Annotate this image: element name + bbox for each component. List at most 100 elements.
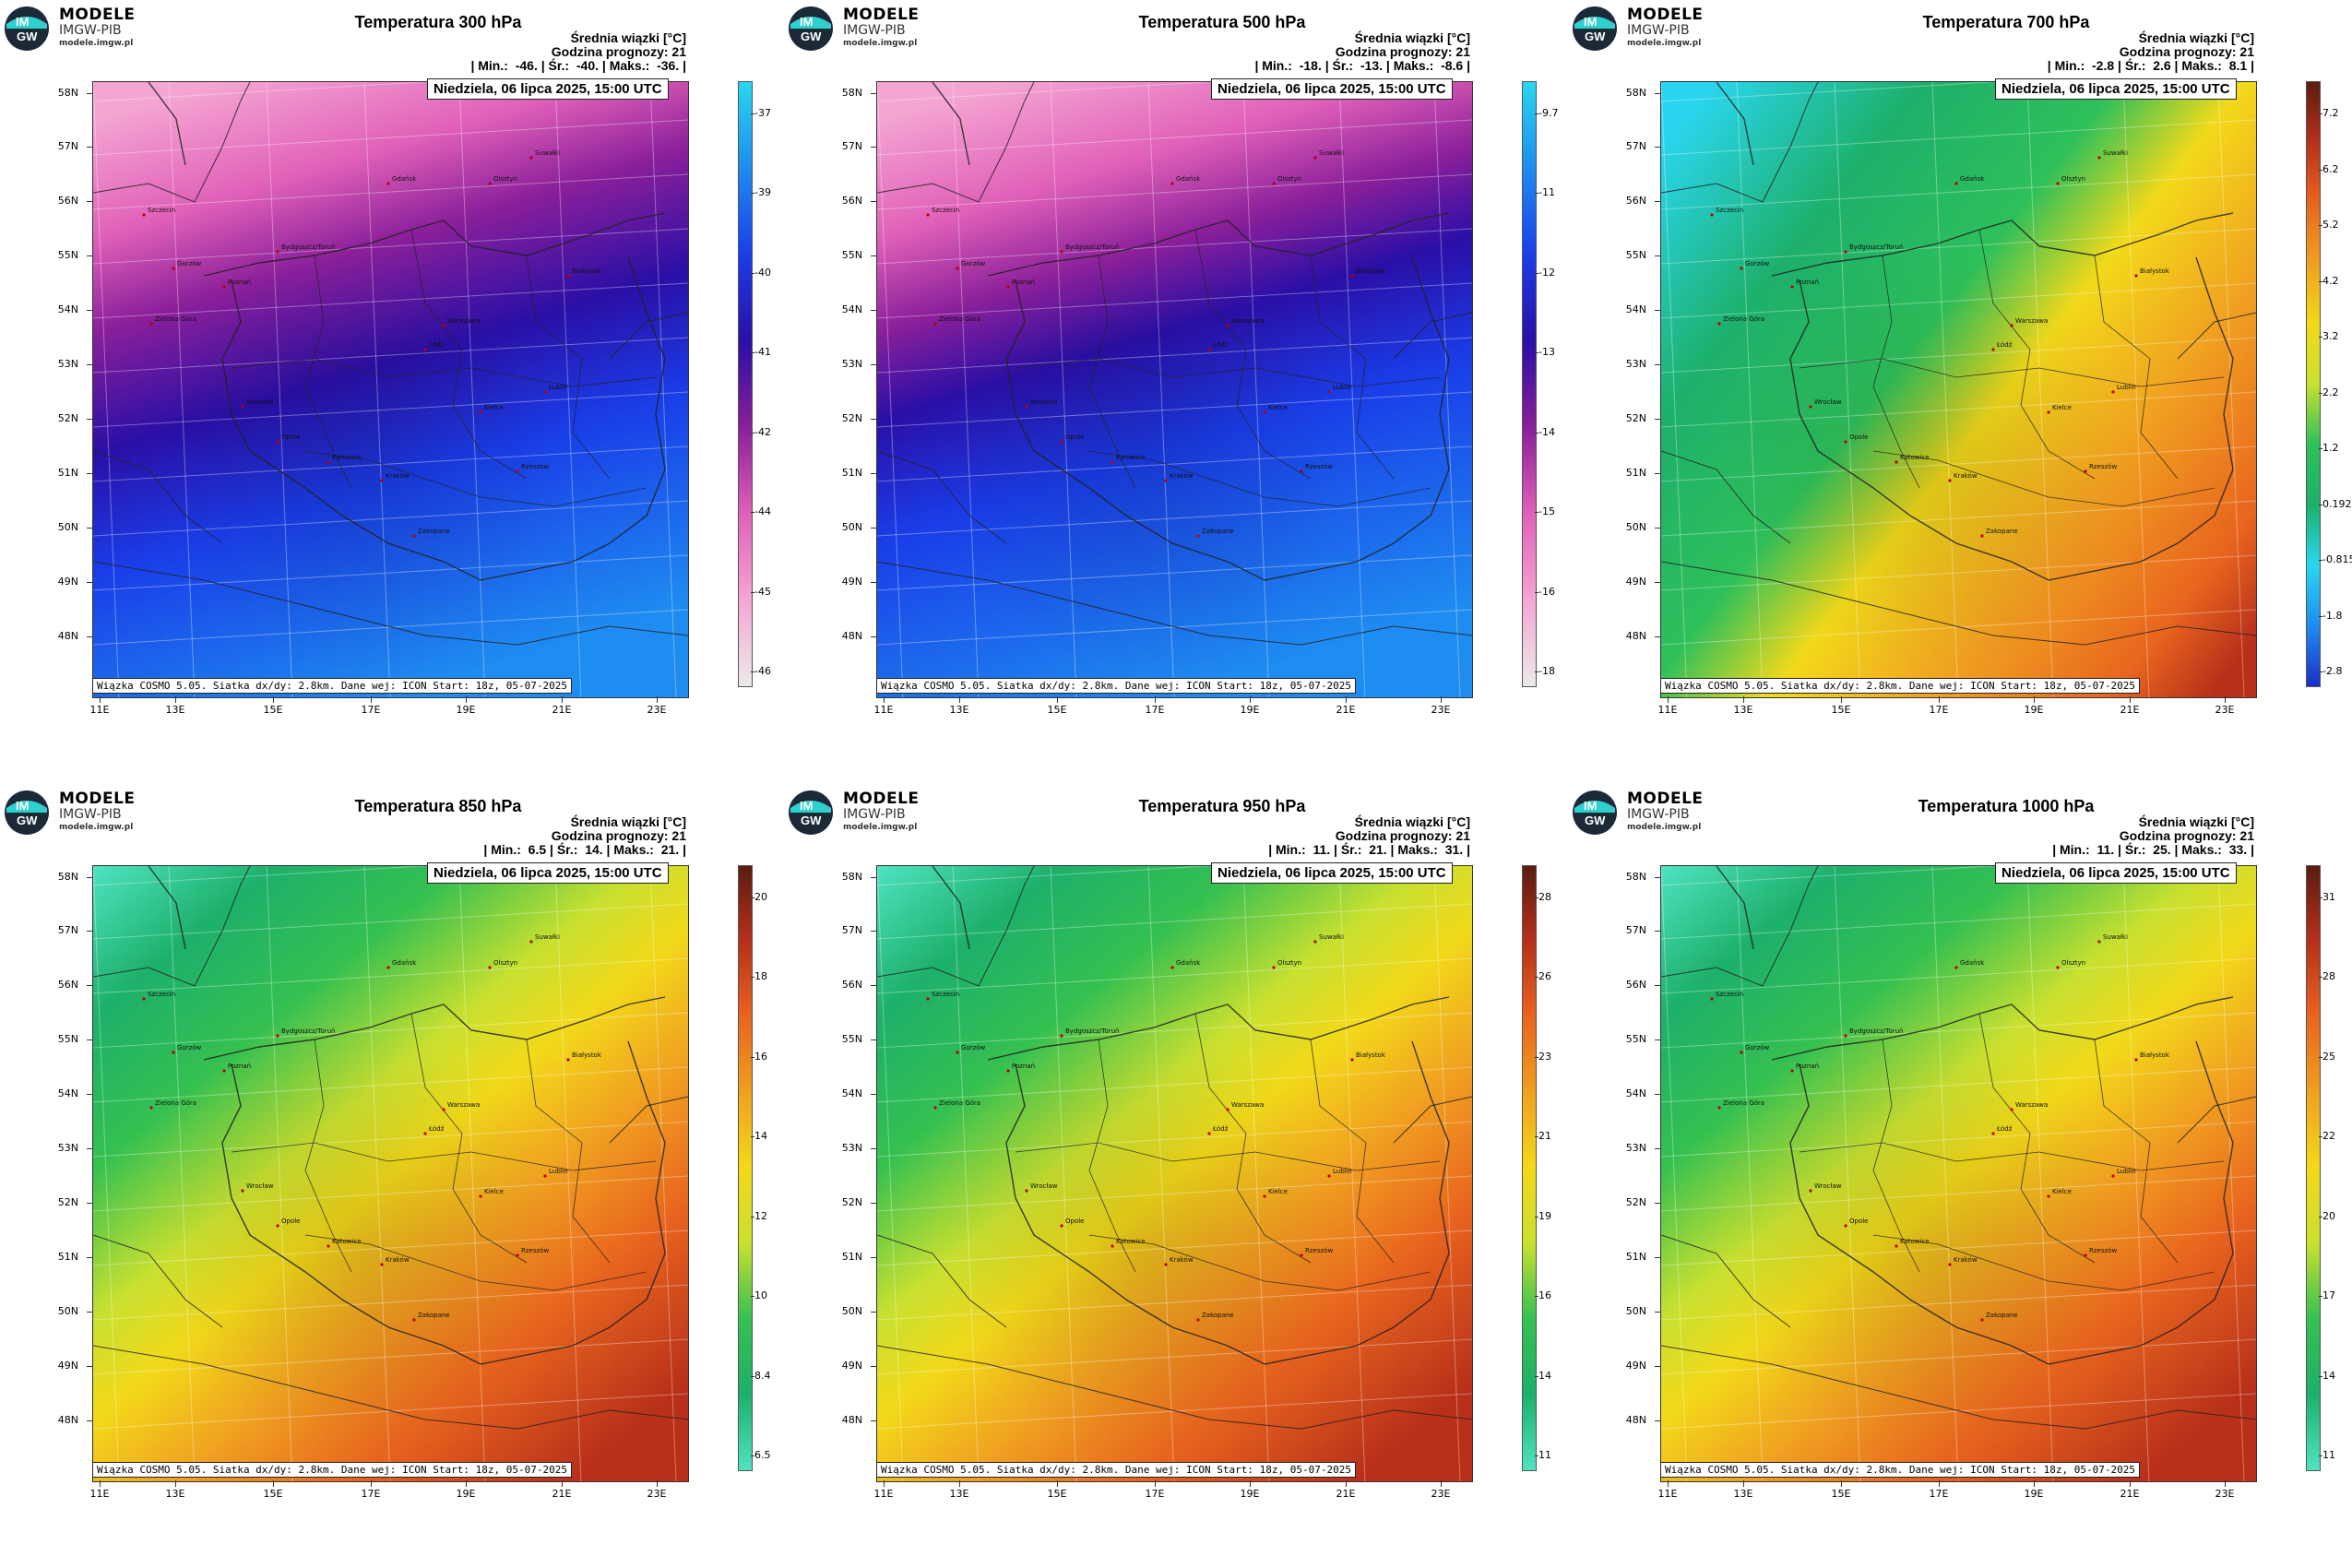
city-dot [380, 1263, 384, 1266]
city-dot [926, 213, 930, 217]
city-dot [1980, 1318, 1984, 1322]
city-label: Gdańsk [1176, 175, 1201, 183]
colorbar-label: -41 [754, 346, 771, 359]
lat-label: 52N [841, 412, 862, 424]
temperature-map[interactable]: Gdańsk Olsztyn Suwałki Szczecin Bydgoszcz/To… [876, 81, 1473, 698]
lon-tick [2034, 1480, 2035, 1487]
city-dot [1170, 182, 1174, 185]
temperature-map[interactable]: Gdańsk Olsztyn Suwałki Szczecin Bydgoszcz/To… [92, 81, 689, 698]
imgw-logo[interactable]: IM GW MODELE IMGW-PIB modele.imgw.pl [4, 4, 174, 52]
logo-url: modele.imgw.pl [1627, 39, 1702, 48]
city-label: Warszawa [1231, 317, 1264, 325]
lat-label: 58N [1625, 87, 1646, 99]
lon-label: 15E [263, 704, 283, 716]
stats-line: | Min.: -18. | Śr.: -13. | Maks.: -8.6 | [1254, 58, 1470, 73]
city-dot [172, 1051, 175, 1054]
city-label: Wrocław [1030, 398, 1058, 406]
colorbar-label: -42 [754, 425, 771, 438]
imgw-logo[interactable]: IM GW MODELE IMGW-PIB modele.imgw.pl [1572, 4, 1742, 52]
lat-label: 56N [841, 195, 862, 207]
lat-tick [871, 1148, 877, 1149]
lat-label: 52N [1625, 412, 1646, 424]
city-label: Katowice [1116, 1238, 1146, 1245]
city-dot [1844, 250, 1847, 254]
temperature-map[interactable]: Gdańsk Olsztyn Suwałki Szczecin Bydgoszcz/To… [1660, 865, 2257, 1482]
city-label: Lublin [549, 384, 568, 391]
stat-avg: 25. [2153, 842, 2171, 857]
temperature-map[interactable]: Gdańsk Olsztyn Suwałki Szczecin Bydgoszcz/To… [876, 865, 1473, 1482]
city-dot [529, 156, 533, 160]
logo-url: modele.imgw.pl [1627, 823, 1702, 832]
lat-label: 58N [1625, 871, 1646, 883]
city-dot [1710, 997, 1714, 1001]
city-label: Szczecin [148, 991, 175, 998]
city-dot [1111, 460, 1114, 464]
lat-tick [1655, 147, 1661, 148]
lat-tick [871, 931, 877, 932]
lon-tick [1057, 1480, 1058, 1487]
temperature-map[interactable]: Gdańsk Olsztyn Suwałki Szczecin Bydgoszcz/To… [92, 865, 689, 1482]
colorbar [1522, 81, 1537, 687]
city-label: Zakopane [1986, 528, 2018, 535]
stat-max: 8.1 [2228, 58, 2248, 73]
lat-label: 55N [1625, 249, 1646, 261]
colorbar-label: 21 [1538, 1130, 1551, 1143]
imgw-logo[interactable]: IM GW MODELE IMGW-PIB modele.imgw.pl [4, 788, 174, 836]
colorbar-tick [1535, 113, 1538, 114]
city-label: Szczecin [1716, 991, 1743, 998]
lat-label: 52N [57, 1196, 78, 1208]
city-dot [1006, 1069, 1010, 1073]
lon-label: 19E [1240, 704, 1260, 716]
city-label: Warszawa [447, 317, 480, 325]
colorbar-label: 8.4 [754, 1369, 771, 1382]
lon-tick [2225, 1480, 2226, 1487]
colorbar-tick [2319, 977, 2322, 979]
city-dot [1025, 1189, 1028, 1193]
lat-label: 53N [57, 358, 78, 370]
lat-tick [1655, 582, 1661, 583]
imgw-logo[interactable]: IM GW MODELE IMGW-PIB modele.imgw.pl [1572, 788, 1742, 836]
temperature-map[interactable]: Gdańsk Olsztyn Suwałki Szczecin Bydgoszcz/To… [1660, 81, 2257, 698]
colorbar-label: 18 [754, 970, 767, 983]
stats-info: Średnia wiązki [°C] Godzina prognozy: 21 |… [1254, 31, 1470, 73]
info-forecast-hour: Godzina prognozy: 21 [2119, 44, 2254, 59]
colorbar [738, 865, 753, 1471]
city-label: Poznań [1796, 1063, 1819, 1070]
lon-label: 23E [1431, 704, 1451, 716]
city-label: Warszawa [447, 1101, 480, 1109]
city-dot [276, 1224, 279, 1228]
lat-tick [87, 473, 93, 474]
city-dot [1060, 1034, 1063, 1038]
colorbar-label: -2.8 [2322, 665, 2343, 677]
city-dot [2097, 940, 2101, 944]
colorbar-tick [751, 432, 754, 434]
colorbar-tick [2319, 392, 2322, 394]
colorbar-tick [2319, 1375, 2322, 1377]
colorbar-tick [2319, 615, 2322, 617]
imgw-logo-icon: IMGW [789, 790, 833, 835]
city-label: Rzeszów [1305, 1247, 1333, 1254]
lat-tick [87, 1148, 93, 1149]
logo-mark-top: IM [1584, 799, 1597, 813]
panel-1: IM GW MODELE IMGW-PIB modele.imgw.pl Temperat… [784, 0, 1568, 784]
lon-label: 21E [2120, 704, 2140, 716]
city-label: Szczecin [932, 207, 959, 214]
lon-tick [1668, 1480, 1669, 1487]
colorbar-label: 6.5 [754, 1449, 771, 1461]
lon-label: 19E [456, 704, 476, 716]
imgw-logo[interactable]: IM GW MODELE IMGW-PIB modele.imgw.pl [788, 788, 958, 836]
colorbar-label: 25 [2322, 1050, 2335, 1063]
lon-label: 15E [1831, 704, 1851, 716]
city-label: Białystok [2140, 267, 2170, 275]
lat-tick [871, 1312, 877, 1313]
city-dot [2056, 182, 2060, 185]
lon-label: 17E [361, 704, 381, 716]
lat-tick [1655, 473, 1661, 474]
lon-tick [2034, 696, 2035, 703]
lat-tick [87, 1366, 93, 1367]
city-dot [1006, 285, 1010, 289]
city-dot [1991, 1132, 1995, 1135]
imgw-logo[interactable]: IM GW MODELE IMGW-PIB modele.imgw.pl [788, 4, 958, 52]
city-label: Rzeszów [2089, 463, 2117, 470]
lat-label: 57N [841, 924, 862, 936]
